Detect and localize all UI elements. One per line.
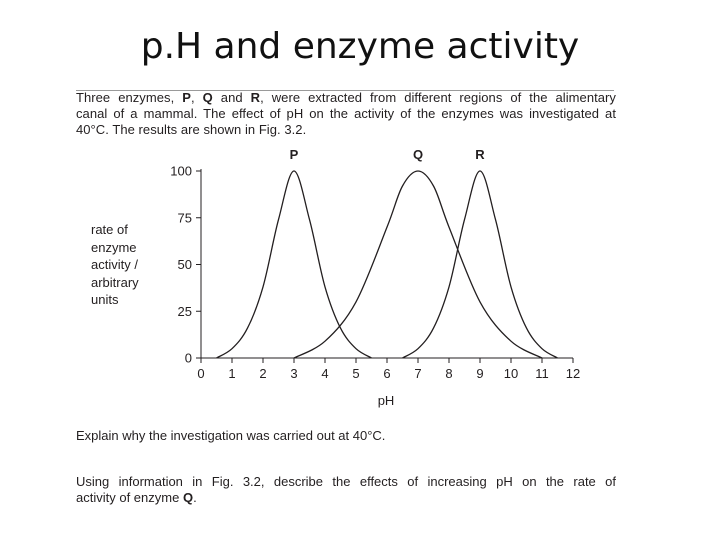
y-axis-label-line: rate of	[91, 222, 128, 237]
intro-text: and	[212, 90, 251, 105]
question-2-text: activity of enzyme	[76, 490, 183, 505]
intro-paragraph: Three enzymes, P, Q and R, were extracte…	[76, 90, 616, 138]
top-divider	[76, 90, 614, 91]
curve-R	[402, 170, 558, 359]
x-axis-label: pH	[378, 393, 395, 408]
question-1: Explain why the investigation was carrie…	[76, 428, 386, 443]
question-2-text: .	[193, 490, 197, 505]
x-tick-label: 5	[352, 366, 359, 381]
y-axis-label-line: activity /	[91, 257, 138, 272]
y-tick-label: 0	[185, 351, 192, 366]
x-tick-label: 4	[321, 366, 328, 381]
series-label-R: R	[475, 147, 485, 162]
x-tick-label: 3	[290, 366, 297, 381]
y-axis-label-line: units	[91, 292, 119, 307]
intro-line-2: canal of a mammal. The effect of pH on t…	[76, 106, 616, 121]
x-tick-label: 0	[197, 366, 204, 381]
curve-P	[216, 170, 372, 359]
series-label-P: P	[290, 147, 299, 162]
enzyme-Q-ref: Q	[182, 490, 194, 505]
x-tick-label: 9	[476, 366, 483, 381]
x-tick-label: 12	[566, 366, 580, 381]
question-2-line-2: activity of enzyme Q.	[76, 490, 616, 506]
x-tick-label: 2	[259, 366, 266, 381]
intro-text: ,	[190, 90, 203, 105]
enzyme-Q-ref: Q	[202, 90, 213, 105]
slide-title: p.H and enzyme activity	[140, 26, 580, 67]
y-axis-label-line: arbitrary	[91, 274, 139, 290]
intro-line-1: Three enzymes, P, Q and R, were extracte…	[76, 90, 616, 106]
x-tick-label: 7	[414, 366, 421, 381]
x-tick-label: 11	[535, 366, 549, 381]
y-axis-label: rate of enzyme activity / arbitrary unit…	[91, 221, 161, 309]
curve-Q	[293, 170, 543, 359]
x-tick-label: 1	[228, 366, 235, 381]
enzyme-R-ref: R	[250, 90, 261, 105]
x-tick-label: 10	[504, 366, 518, 381]
intro-text: Three enzymes,	[76, 90, 183, 105]
series-label-Q: Q	[413, 147, 423, 162]
y-axis-label-line: enzyme	[91, 239, 137, 255]
x-tick-label: 8	[445, 366, 452, 381]
y-tick-label: 100	[170, 164, 192, 179]
enzyme-P-ref: P	[182, 90, 191, 105]
question-2-line-1: Using information in Fig. 3.2, describe …	[76, 474, 616, 489]
y-tick-label: 25	[178, 304, 192, 319]
intro-text: , were extracted from different regions …	[260, 90, 616, 105]
intro-line-3: 40°C. The results are shown in Fig. 3.2.	[76, 122, 307, 137]
x-tick-label: 6	[383, 366, 390, 381]
question-2: Using information in Fig. 3.2, describe …	[76, 474, 616, 506]
y-tick-label: 50	[178, 257, 192, 272]
y-tick-label: 75	[178, 210, 192, 225]
